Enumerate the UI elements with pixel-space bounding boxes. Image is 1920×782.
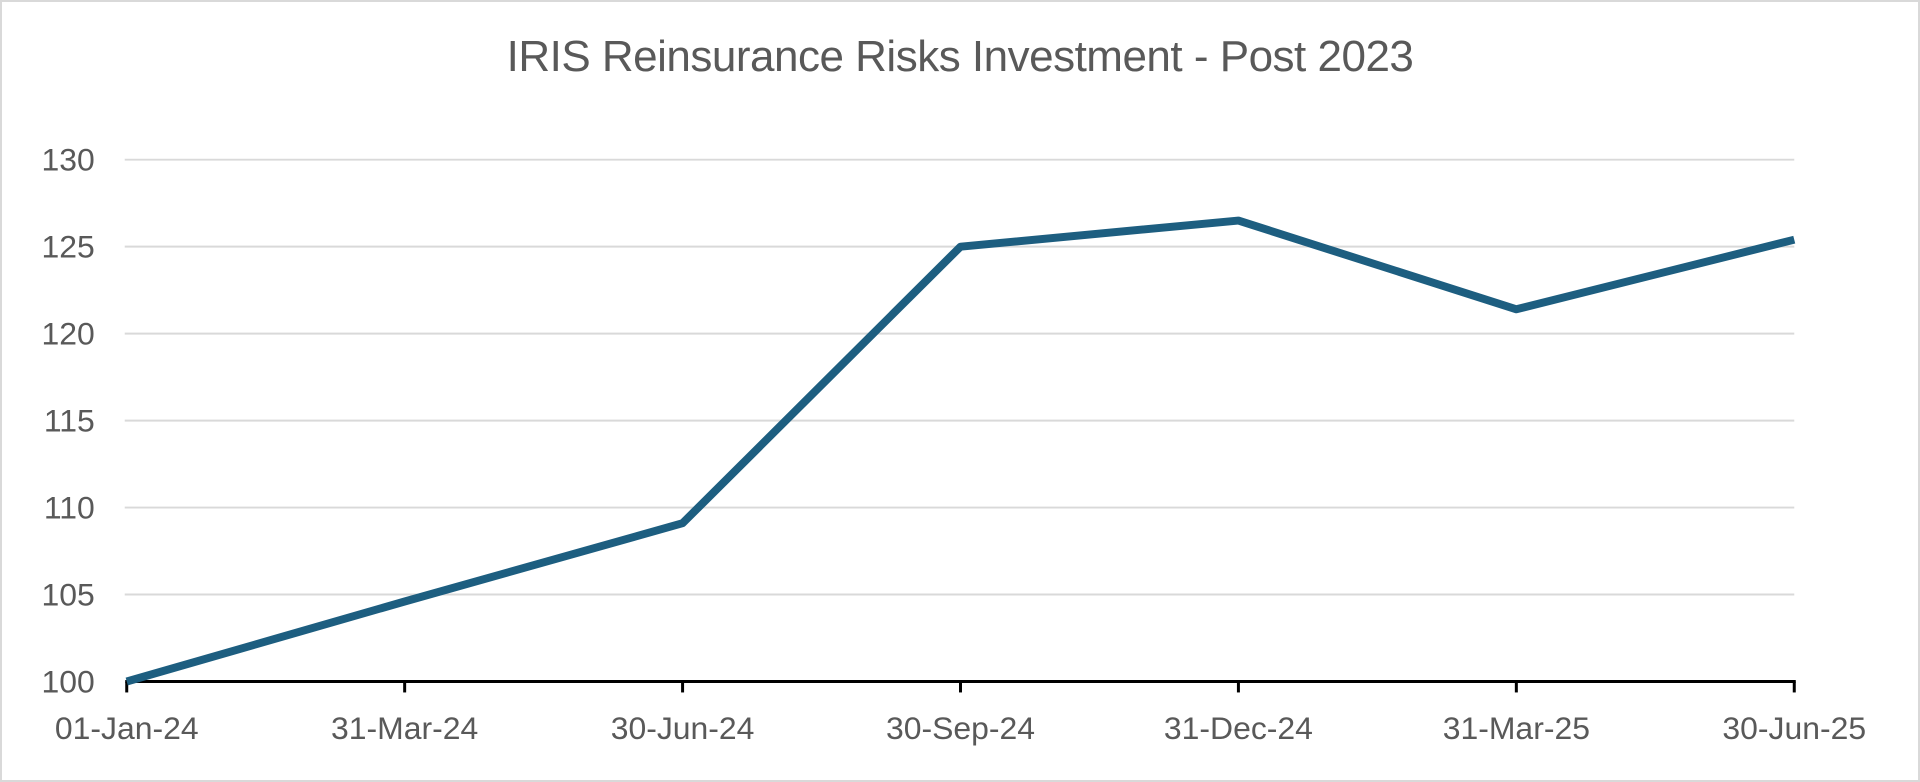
y-axis-tick-label: 110 [44,490,95,526]
x-axis-tick-label: 30-Sep-24 [886,710,1035,746]
x-axis-tick-label: 31-Dec-24 [1164,710,1313,746]
data-line-series [125,216,1796,686]
x-axis-tick-label: 01-Jan-24 [55,710,199,746]
x-axis-tick-label: 31-Mar-24 [331,710,478,746]
x-axis-tick-label: 30-Jun-24 [611,710,755,746]
y-axis-tick-label: 115 [44,403,95,439]
y-axis-tick-label: 105 [42,577,95,613]
y-axis-tick-label: 125 [42,229,95,265]
x-axis-tick-label: 31-Mar-25 [1443,710,1590,746]
x-axis-tick-label: 30-Jun-25 [1722,710,1866,746]
chart-title: IRIS Reinsurance Risks Investment - Post… [506,32,1414,81]
y-axis-tick-label: 130 [42,142,95,178]
y-axis-tick-label: 100 [42,663,95,699]
y-axis-tick-label: 120 [42,316,95,352]
